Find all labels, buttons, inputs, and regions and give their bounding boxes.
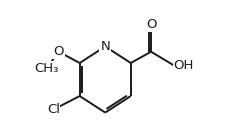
- Text: OH: OH: [173, 59, 193, 72]
- Text: N: N: [100, 40, 110, 53]
- Text: O: O: [53, 45, 64, 58]
- Text: CH₃: CH₃: [34, 62, 59, 75]
- Text: O: O: [145, 18, 156, 31]
- Text: Cl: Cl: [47, 103, 60, 116]
